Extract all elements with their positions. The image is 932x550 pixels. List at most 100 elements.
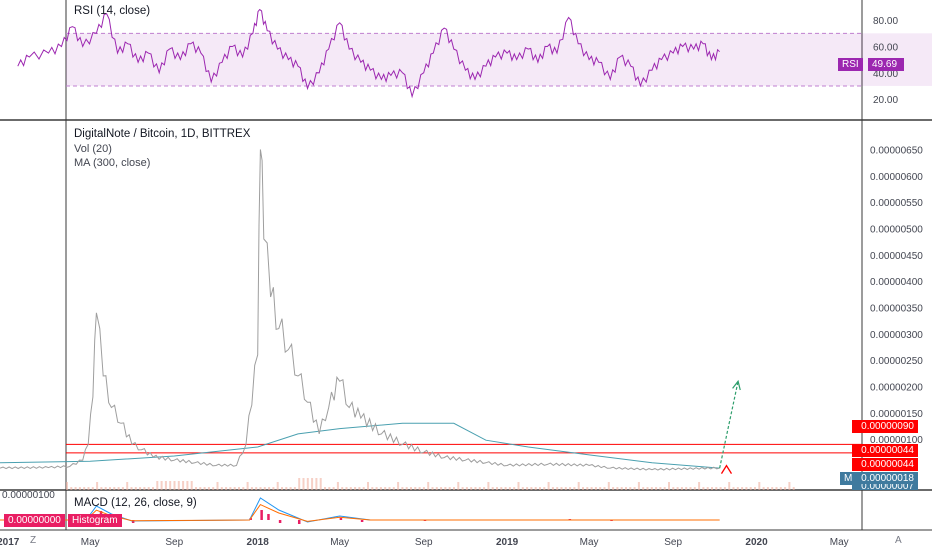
volume-bar xyxy=(560,487,563,490)
volume-bar xyxy=(367,482,369,490)
volume-bar xyxy=(693,487,696,490)
volume-bar xyxy=(147,487,150,490)
volume-bar xyxy=(70,487,73,490)
price-tag-resistance: 0.00000090 xyxy=(852,420,918,433)
volume-bar xyxy=(448,487,451,490)
volume-bar xyxy=(672,487,675,490)
volume-bar xyxy=(650,487,653,490)
volume-bar xyxy=(762,487,765,490)
main-title: DigitalNote / Bitcoin, 1D, BITTREX xyxy=(74,128,251,140)
rsi-badge: RSI xyxy=(838,58,863,71)
volume-bar xyxy=(91,487,94,490)
volume-bar xyxy=(392,487,395,490)
volume-bar xyxy=(603,487,606,490)
volume-bar xyxy=(281,487,283,490)
volume-bar xyxy=(659,487,662,490)
volume-bar xyxy=(513,487,516,490)
volume-bar xyxy=(547,482,550,490)
volume-bar xyxy=(715,487,718,490)
volume-bar xyxy=(749,487,752,490)
volume-bar xyxy=(543,487,546,490)
volume-bar xyxy=(315,478,318,490)
small-arrow-marker xyxy=(720,464,733,474)
volume-bar xyxy=(612,487,615,490)
auto-scale-button[interactable]: A xyxy=(895,535,902,546)
volume-bar xyxy=(268,487,271,490)
histogram-bar xyxy=(131,520,135,523)
volume-bar xyxy=(728,482,731,490)
volume-bar xyxy=(384,487,387,490)
volume-bar xyxy=(784,487,787,490)
volume-bar xyxy=(461,487,464,490)
volume-bar xyxy=(676,487,679,490)
volume-bar xyxy=(212,487,215,490)
histogram-bar xyxy=(360,520,364,522)
time-tick-label: 2018 xyxy=(247,537,270,548)
volume-bar xyxy=(263,487,266,490)
price-tag-support: 0.00000044 xyxy=(852,444,918,457)
volume-bar xyxy=(182,481,185,490)
time-tick-label: May xyxy=(330,537,349,548)
volume-bar xyxy=(311,478,314,490)
price-tick-label: 0.00000600 xyxy=(870,172,923,183)
volume-bar xyxy=(293,487,296,490)
volume-bar xyxy=(207,487,210,490)
volume-bar xyxy=(474,487,477,490)
volume-bar xyxy=(203,487,206,490)
indicator-volume-label: Vol (20) xyxy=(74,143,112,155)
volume-bar xyxy=(246,482,249,490)
volume-bar xyxy=(422,487,425,490)
volume-bar xyxy=(388,487,391,490)
volume-bar xyxy=(121,487,124,490)
histogram-bar xyxy=(339,518,343,520)
volume-bar xyxy=(607,482,610,490)
volume-bar xyxy=(698,482,701,490)
volume-bar xyxy=(496,487,498,490)
rsi-line xyxy=(17,8,720,99)
time-tick-label: May xyxy=(830,537,849,548)
volume-bar xyxy=(470,487,473,490)
volume-bar xyxy=(642,487,645,490)
volume-bar xyxy=(341,487,344,490)
volume-bar xyxy=(745,487,748,490)
volume-bar xyxy=(680,487,683,490)
volume-bar xyxy=(517,482,520,490)
volume-bar xyxy=(646,487,649,490)
volume-bar xyxy=(431,487,434,490)
volume-bar xyxy=(298,478,301,490)
rsi-tick-label: 40.00 xyxy=(873,69,898,80)
volume-bar xyxy=(130,487,133,490)
volume-bar xyxy=(564,487,567,490)
volume-bar xyxy=(620,487,623,490)
volume-bar xyxy=(534,487,537,490)
price-tick-label: 0.00000150 xyxy=(870,409,923,420)
volume-bar xyxy=(405,487,408,490)
macd-tick-label: 0.00000100 xyxy=(2,490,55,501)
volume-bar xyxy=(573,487,576,490)
time-tick-label: 2020 xyxy=(745,537,768,548)
volume-bar xyxy=(354,487,357,490)
signal-line xyxy=(0,503,720,522)
time-tick-label: 2017 xyxy=(0,537,20,548)
volume-bar xyxy=(491,487,494,490)
volume-bar xyxy=(242,487,245,490)
macd-value-tag: 0.00000000 xyxy=(4,514,65,527)
rsi-title: RSI (14, close) xyxy=(74,5,151,17)
volume-bar xyxy=(345,487,348,490)
price-tick-label: 0.00000250 xyxy=(870,356,923,367)
time-tick-label: 2019 xyxy=(496,537,519,548)
volume-bar xyxy=(238,487,240,490)
volume-bar xyxy=(190,481,193,490)
volume-bar xyxy=(792,487,795,490)
price-tag-ma: 0.00000018 xyxy=(852,472,918,485)
volume-bar xyxy=(397,482,400,490)
volume-bar xyxy=(732,487,735,490)
volume-bar xyxy=(539,487,541,490)
volume-bar xyxy=(633,487,636,490)
volume-bar xyxy=(582,487,584,490)
volume-bar xyxy=(177,481,180,490)
price-tag-last: 0.00000044 xyxy=(852,458,918,471)
volume-bar xyxy=(586,487,589,490)
corner-left-button[interactable]: Z xyxy=(30,535,37,546)
